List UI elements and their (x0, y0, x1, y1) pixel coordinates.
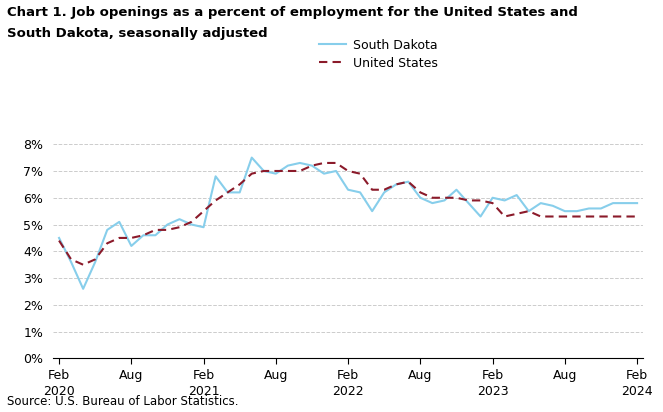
Text: Chart 1. Job openings as a percent of employment for the United States and: Chart 1. Job openings as a percent of em… (7, 6, 577, 19)
Text: Source: U.S. Bureau of Labor Statistics.: Source: U.S. Bureau of Labor Statistics. (7, 395, 238, 408)
Legend: South Dakota, United States: South Dakota, United States (319, 39, 438, 70)
Text: South Dakota, seasonally adjusted: South Dakota, seasonally adjusted (7, 27, 267, 40)
